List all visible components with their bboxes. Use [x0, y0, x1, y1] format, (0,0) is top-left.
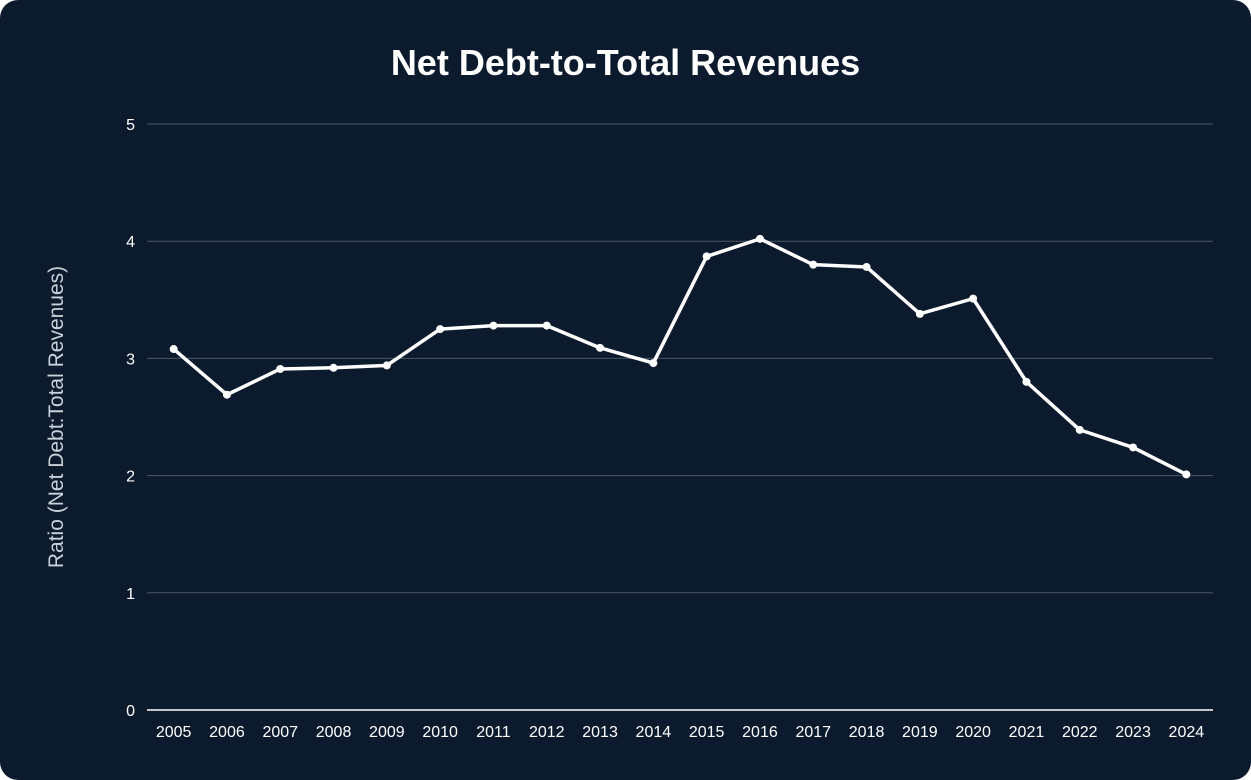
x-tick-label: 2022	[1062, 724, 1098, 741]
y-tick-label: 0	[126, 703, 135, 720]
y-tick-label: 1	[126, 586, 135, 603]
data-point	[969, 294, 978, 303]
data-point	[489, 321, 498, 330]
data-point	[382, 361, 391, 370]
x-tick-label: 2016	[742, 724, 778, 741]
data-point	[1182, 470, 1191, 479]
x-tick-label: 2008	[316, 724, 352, 741]
data-point	[755, 234, 764, 243]
data-point	[596, 343, 605, 352]
x-tick-label: 2013	[582, 724, 618, 741]
y-tick-label: 3	[126, 351, 135, 368]
x-axis-ticks: 2005 2006 2007 2008 2009 2010 2011 2012 2013 2014…	[156, 724, 1204, 741]
series-layer	[169, 234, 1191, 479]
y-tick-label: 5	[126, 117, 135, 134]
data-point	[702, 252, 711, 261]
x-tick-label: 2006	[209, 724, 245, 741]
x-tick-label: 2015	[689, 724, 725, 741]
x-tick-label: 2014	[636, 724, 672, 741]
x-tick-label: 2010	[422, 724, 458, 741]
data-point	[915, 309, 924, 318]
series-line	[171, 237, 1189, 477]
data-point	[329, 363, 338, 372]
x-tick-label: 2007	[262, 724, 298, 741]
data-point	[1075, 425, 1084, 434]
data-point	[1129, 443, 1138, 452]
data-point	[862, 262, 871, 271]
grid-lines	[147, 123, 1213, 594]
x-tick-label: 2005	[156, 724, 192, 741]
y-axis-title: Ratio (Net Debt:Total Revenues)	[45, 266, 68, 568]
x-tick-label: 2017	[795, 724, 831, 741]
chart-title: Net Debt-to-Total Revenues	[390, 42, 861, 83]
x-tick-label: 2020	[955, 724, 991, 741]
x-tick-label: 2011	[476, 724, 511, 741]
data-point	[436, 325, 445, 334]
x-tick-label: 2021	[1009, 724, 1045, 741]
data-point	[169, 345, 178, 354]
y-tick-label: 4	[126, 234, 135, 251]
data-point	[1022, 377, 1031, 386]
x-tick-label: 2018	[849, 724, 885, 741]
data-point	[222, 390, 231, 399]
y-tick-label: 2	[126, 469, 135, 486]
x-tick-label: 2009	[369, 724, 405, 741]
x-tick-label: 2019	[902, 724, 938, 741]
x-tick-label: 2023	[1115, 724, 1151, 741]
data-point	[809, 260, 818, 269]
y-axis-ticks: 0 1 2 3 4 5	[126, 117, 135, 720]
data-point	[276, 364, 285, 373]
x-tick-label: 2024	[1169, 724, 1205, 741]
x-tick-label: 2012	[529, 724, 565, 741]
data-point	[542, 321, 551, 330]
data-point	[649, 359, 658, 368]
